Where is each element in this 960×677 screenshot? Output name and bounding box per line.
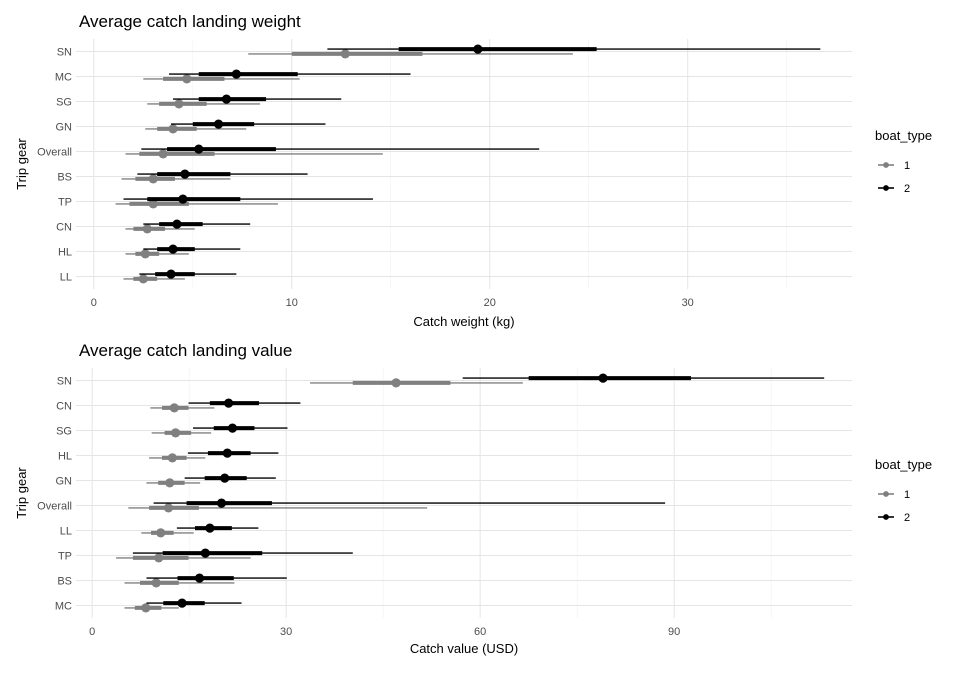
point-estimate — [166, 269, 176, 279]
point-estimate — [178, 194, 188, 204]
point-estimate — [172, 219, 182, 229]
y-tick-label: HL — [58, 247, 72, 259]
x-tick-label: 30 — [280, 626, 292, 638]
y-tick-label: TP — [58, 551, 72, 563]
point-estimate — [165, 478, 175, 488]
x-tick-label: 0 — [91, 297, 97, 309]
y-tick-label: SG — [56, 426, 72, 438]
point-estimate — [174, 99, 184, 109]
point-estimate — [194, 573, 205, 583]
point-estimate — [473, 44, 483, 54]
point-estimate — [167, 453, 177, 463]
point-estimate — [222, 448, 232, 458]
point-estimate — [598, 373, 608, 383]
point-estimate — [156, 528, 166, 538]
legend-title: boat_type — [875, 457, 932, 472]
y-tick-label: TP — [58, 197, 72, 209]
point-estimate — [141, 603, 151, 613]
y-tick-label: GN — [56, 122, 73, 134]
y-tick-label: BS — [57, 576, 72, 588]
chart-panel-1: Average catch landing weight 0 10 20 30 SN MC S… — [14, 12, 932, 329]
legend-key-point — [883, 162, 889, 168]
point-estimate — [221, 94, 232, 104]
chart-title: Average catch landing weight — [79, 12, 301, 31]
point-estimate — [194, 144, 204, 154]
point-estimate — [224, 398, 234, 408]
x-tick-label: 20 — [484, 297, 496, 309]
legend-key-point — [883, 185, 889, 191]
point-estimate — [151, 578, 161, 588]
chart-title: Average catch landing value — [79, 341, 292, 360]
y-tick-label: Overall — [37, 147, 72, 159]
y-axis-title: Trip gear — [14, 467, 29, 519]
point-estimate — [168, 244, 178, 254]
y-tick-label: MC — [55, 601, 72, 613]
point-estimate — [177, 598, 187, 608]
point-estimate — [138, 274, 148, 284]
x-axis-title: Catch weight (kg) — [413, 314, 514, 329]
point-estimate — [227, 423, 238, 433]
y-tick-label: CN — [56, 401, 72, 413]
point-estimate — [154, 553, 164, 563]
x-tick-label: 0 — [89, 626, 95, 638]
y-tick-label: Overall — [37, 501, 72, 513]
legend-title: boat_type — [875, 128, 932, 143]
point-estimate — [142, 224, 152, 234]
point-estimate — [169, 403, 179, 413]
point-estimate — [182, 74, 192, 84]
y-tick-label: MC — [55, 72, 72, 84]
point-estimate — [168, 124, 178, 134]
point-estimate — [340, 49, 350, 59]
point-estimate — [220, 473, 230, 483]
point-estimate — [140, 249, 150, 259]
legend-label: 2 — [904, 512, 910, 524]
x-axis-title: Catch value (USD) — [410, 641, 518, 656]
y-tick-label: CN — [56, 222, 72, 234]
legend-label: 1 — [904, 489, 910, 501]
y-axis-title: Trip gear — [14, 138, 29, 190]
y-tick-label: SN — [57, 47, 72, 59]
y-tick-label: SG — [56, 97, 72, 109]
legend-key-point — [883, 514, 889, 520]
y-tick-label: LL — [60, 526, 72, 538]
x-tick-label: 60 — [474, 626, 486, 638]
point-estimate — [180, 169, 190, 179]
y-tick-label: BS — [57, 172, 72, 184]
legend: boat_type 1 2 — [875, 457, 932, 524]
point-estimate — [148, 199, 158, 209]
legend: boat_type 1 2 — [875, 128, 932, 195]
point-estimate — [170, 428, 181, 438]
point-estimate — [148, 174, 158, 184]
point-estimate — [205, 523, 215, 533]
legend-key-point — [883, 491, 889, 497]
legend-label: 2 — [904, 183, 910, 195]
x-tick-label: 10 — [286, 297, 298, 309]
point-estimate — [158, 149, 168, 159]
chart-panel-2: Average catch landing value 0 30 60 90 SN CN SG… — [14, 341, 932, 656]
point-estimate — [216, 498, 227, 508]
point-estimate — [213, 119, 224, 129]
x-tick-label: 30 — [682, 297, 694, 309]
point-estimate — [391, 378, 401, 388]
y-tick-label: LL — [60, 272, 72, 284]
x-tick-label: 90 — [668, 626, 680, 638]
legend-label: 1 — [904, 160, 910, 172]
point-estimate — [231, 69, 241, 79]
point-estimate — [200, 548, 210, 558]
point-estimate — [163, 503, 174, 513]
y-tick-label: GN — [56, 476, 73, 488]
y-tick-label: HL — [58, 451, 72, 463]
y-tick-label: SN — [57, 376, 72, 388]
